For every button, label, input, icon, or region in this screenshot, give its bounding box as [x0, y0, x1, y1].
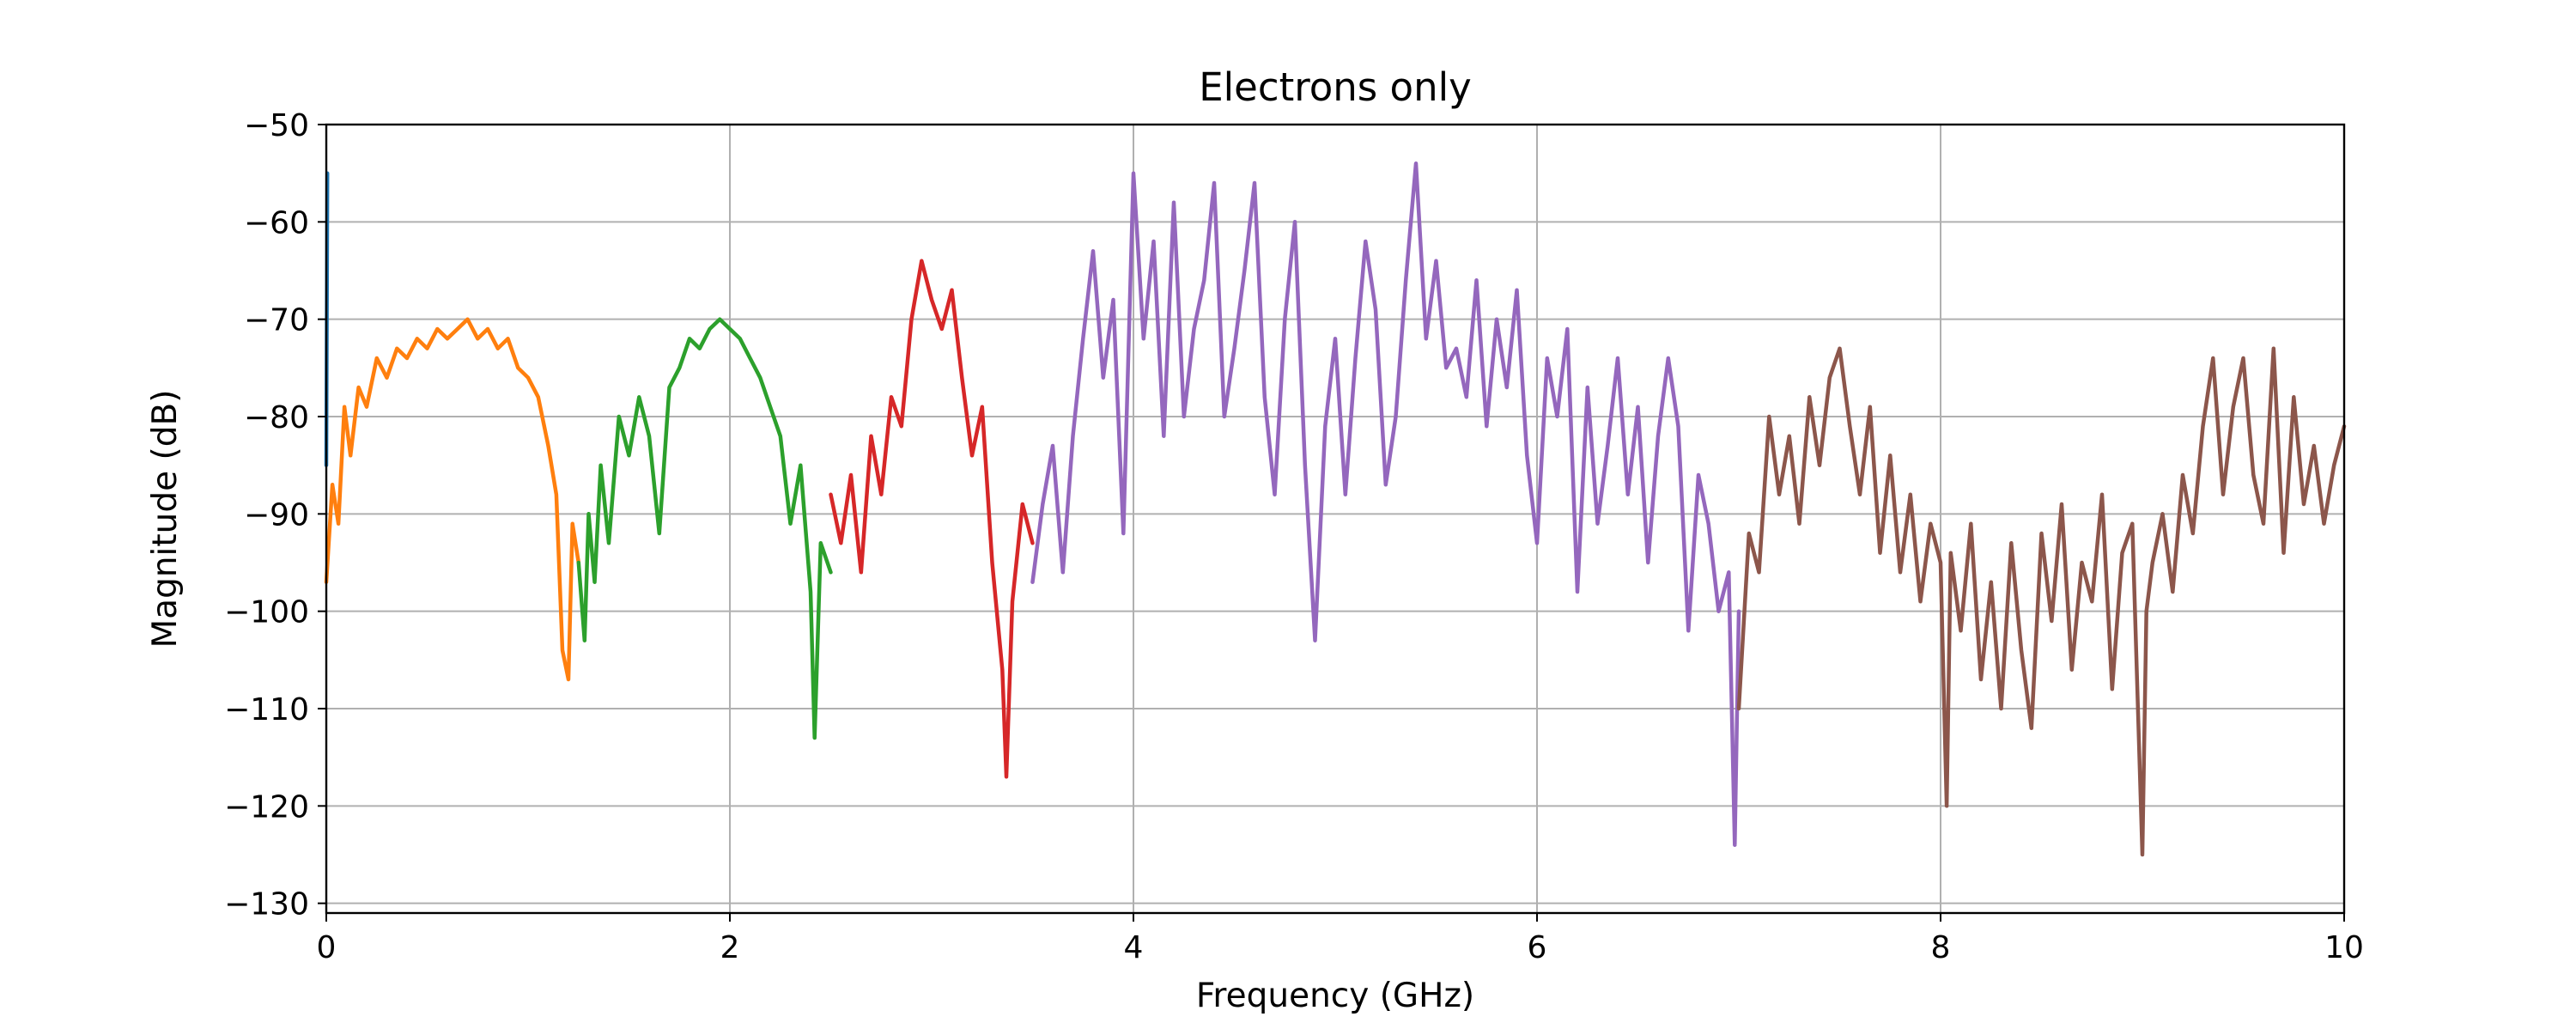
- series-line: [1736, 346, 2347, 857]
- x-tick-label: 0: [317, 930, 337, 965]
- x-tick-label: 10: [2324, 930, 2364, 965]
- y-tick-label: −70: [244, 303, 309, 338]
- x-tick-label: 8: [1931, 930, 1951, 965]
- y-tick-label: −90: [244, 497, 309, 533]
- grid-lines: [325, 124, 2345, 913]
- plot-frame: [325, 123, 2346, 915]
- x-tick-label: 2: [720, 930, 740, 965]
- x-tick-label: 4: [1124, 930, 1144, 965]
- series-line: [576, 317, 833, 740]
- y-axis-label: Magnitude (dB): [146, 390, 185, 648]
- series-line: [324, 317, 581, 682]
- y-tick-label: −130: [224, 887, 309, 922]
- y-tick-label: −110: [224, 692, 309, 728]
- axis-ticks: 0 2 4 6 8 10 −50 −60 −70 −80 −90 −100 −110 −120 −130: [224, 108, 2364, 965]
- y-tick-label: −80: [244, 400, 309, 435]
- series-line: [1030, 161, 1741, 847]
- y-tick-label: −60: [244, 205, 309, 240]
- y-tick-label: −120: [224, 789, 309, 825]
- series-line: [829, 259, 1035, 779]
- y-tick-label: −50: [244, 108, 309, 143]
- chart-title: Electrons only: [1199, 64, 1472, 110]
- x-axis-label: Frequency (GHz): [1196, 977, 1474, 1015]
- x-tick-label: 6: [1528, 930, 1547, 965]
- y-tick-label: −100: [224, 595, 309, 630]
